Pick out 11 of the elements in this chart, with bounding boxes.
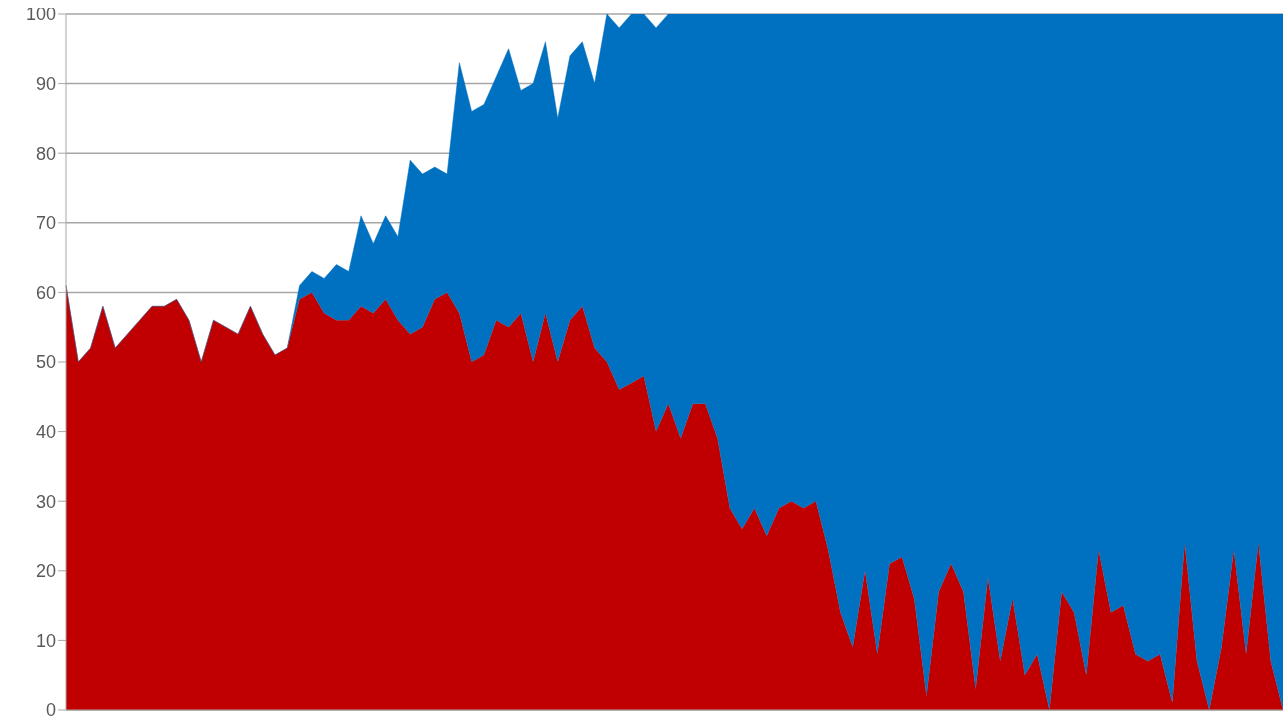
y-tick-label: 10 (35, 630, 56, 651)
y-tick-label: 70 (35, 213, 56, 234)
y-tick-label: 60 (35, 282, 56, 303)
y-tick-label: 50 (35, 352, 56, 373)
y-tick-label: 0 (45, 700, 56, 721)
y-tick-label: 30 (35, 491, 56, 512)
y-tick-label: 80 (35, 143, 56, 164)
y-tick-label: 90 (35, 73, 56, 94)
y-tick-label: 20 (35, 561, 56, 582)
y-tick-label: 40 (35, 421, 56, 442)
y-tick-label: 100 (25, 4, 56, 25)
